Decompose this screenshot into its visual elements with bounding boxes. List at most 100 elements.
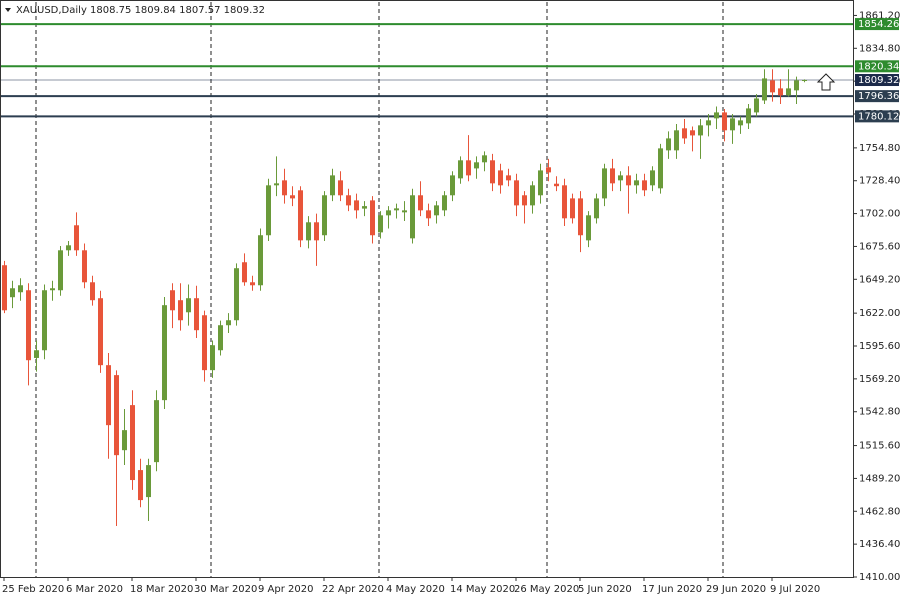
x-tick-label: 25 Feb 2020 — [2, 584, 64, 595]
y-tick-label: 1754.80 — [859, 143, 900, 154]
candle-body — [778, 88, 783, 96]
price-label: 1809.32 — [858, 75, 899, 86]
y-tick-label: 1675.60 — [859, 241, 900, 252]
x-tick-label: 6 Mar 2020 — [66, 584, 123, 595]
y-tick-label: 1462.80 — [859, 506, 900, 517]
candle-body — [650, 170, 655, 186]
candle-body — [698, 125, 703, 136]
candle-body — [226, 320, 231, 326]
candle-body — [450, 175, 455, 196]
price-label-box — [855, 18, 899, 31]
candle-body — [82, 250, 87, 283]
y-tick-label: 1649.20 — [859, 274, 900, 285]
x-tick-label: 9 Apr 2020 — [258, 584, 313, 595]
candle-body — [610, 168, 615, 184]
y-tick-label: 1595.60 — [859, 341, 900, 352]
candle-body — [562, 185, 567, 219]
candle-body — [794, 80, 799, 91]
candle-body — [618, 175, 623, 181]
candle-body — [474, 162, 479, 169]
candle-body — [362, 206, 367, 209]
candle-body — [570, 198, 575, 219]
y-tick-label: 1436.40 — [859, 539, 900, 550]
price-label: 1820.34 — [858, 61, 899, 72]
candle-body — [594, 198, 599, 219]
candle-body — [258, 235, 263, 286]
candle-body — [122, 430, 127, 451]
y-tick-label: 1542.80 — [859, 407, 900, 418]
candle-body — [482, 155, 487, 163]
candle-body — [714, 112, 719, 119]
candle-body — [274, 183, 279, 186]
candle-body — [34, 350, 39, 358]
candle-body — [490, 160, 495, 184]
candle-body — [522, 195, 527, 206]
arrow-icon — [816, 73, 836, 91]
candle-body — [498, 170, 503, 186]
candle-body — [642, 180, 647, 191]
candle-body — [402, 210, 407, 213]
candle-body — [178, 300, 183, 321]
candle-body — [42, 290, 47, 351]
y-tick-label: 1569.20 — [859, 374, 900, 385]
candle-body — [74, 225, 79, 251]
x-tick-label: 18 Mar 2020 — [130, 584, 193, 595]
candle-body — [18, 285, 23, 293]
price-label: 1854.26 — [858, 19, 899, 30]
candle-body — [322, 195, 327, 236]
candle-body — [90, 282, 95, 301]
candle-body — [706, 120, 711, 126]
x-tick-label: 14 May 2020 — [450, 584, 515, 595]
x-tick-label: 9 Jul 2020 — [770, 584, 820, 595]
candle-body — [282, 180, 287, 196]
candle-body — [186, 298, 191, 313]
x-tick-label: 30 Mar 2020 — [194, 584, 257, 595]
candle-body — [786, 88, 791, 96]
candle-body — [58, 250, 63, 291]
chart-title: XAUUSD,Daily 1808.75 1809.84 1807.57 180… — [16, 5, 265, 16]
plot-frame — [0, 0, 854, 578]
candle-body — [466, 160, 471, 176]
candle-body — [66, 245, 71, 251]
x-tick-label: 5 Jun 2020 — [578, 584, 632, 595]
candle-body — [514, 180, 519, 206]
price-label-box — [855, 60, 899, 73]
price-label-box — [855, 90, 899, 103]
y-tick-label: 1728.40 — [859, 176, 900, 187]
candle-body — [266, 185, 271, 236]
candle-body — [762, 78, 767, 101]
price-label: 1796.36 — [858, 91, 899, 102]
candle-body — [162, 305, 167, 401]
candle-body — [106, 365, 111, 426]
candle-body — [602, 168, 607, 199]
candle-body — [634, 180, 639, 186]
x-tick-label: 26 May 2020 — [514, 584, 579, 595]
y-tick-label: 1702.00 — [859, 209, 900, 220]
candle-body — [682, 128, 687, 139]
levels — [0, 23, 853, 118]
candle-body — [442, 195, 447, 211]
x-tick-label: 4 May 2020 — [386, 584, 445, 595]
candle-body — [658, 148, 663, 189]
x-tick-label: 22 Apr 2020 — [322, 584, 384, 595]
candle-body — [746, 108, 751, 124]
price-label: 1780.12 — [858, 111, 899, 122]
candle-body — [338, 180, 343, 196]
candle-body — [346, 195, 351, 206]
candle-body — [50, 288, 55, 291]
candle-body — [138, 470, 143, 501]
candle-body — [722, 112, 727, 131]
candle-body — [394, 208, 399, 211]
y-tick-label: 1861.20 — [859, 10, 900, 21]
candle-body — [194, 298, 199, 331]
candle-body — [210, 345, 215, 371]
candle-body — [202, 315, 207, 371]
candle-body — [170, 290, 175, 311]
price-label-box — [855, 110, 899, 123]
candle-body — [306, 222, 311, 241]
candle-body — [330, 175, 335, 196]
candle-body — [410, 195, 415, 239]
candle-body — [754, 98, 759, 113]
